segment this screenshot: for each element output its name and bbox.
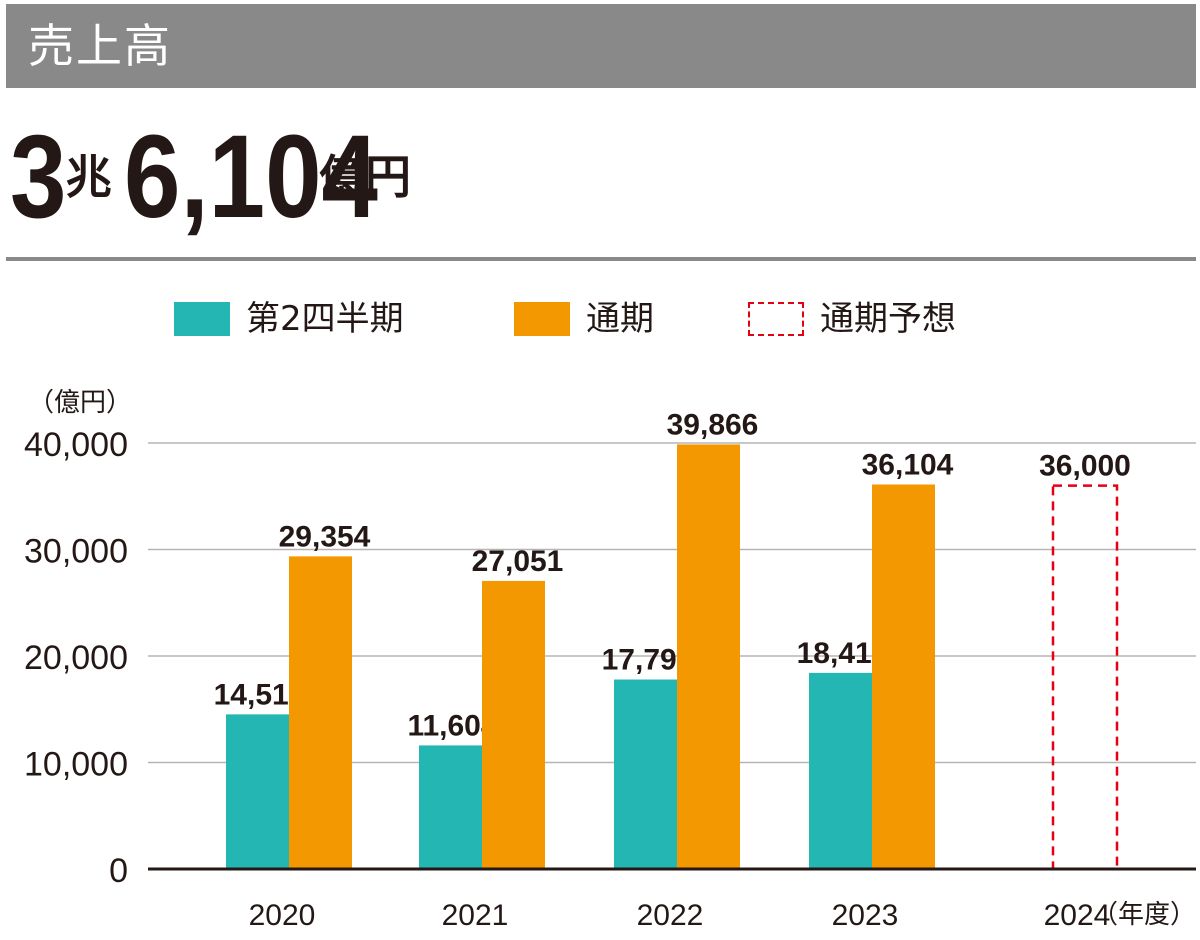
headline-unit-oku-yen: 億円 [318, 150, 411, 204]
headline-figure: 3兆 6,104億円 [10, 112, 411, 242]
legend-label-forecast: 通期予想 [820, 299, 956, 339]
bar-q2-2021 [419, 745, 482, 869]
bar-full-2021 [482, 580, 545, 869]
x-tick-label-2020: 2020 [249, 899, 316, 932]
y-tick-label: 40,000 [24, 426, 128, 464]
data-label-forecast-2024: 36,000 [1039, 450, 1131, 483]
bar-full-2023 [872, 484, 935, 869]
data-label-full-2020: 29,354 [279, 520, 371, 553]
legend-label-q2: 第2四半期 [246, 299, 404, 339]
x-tick-label-2022: 2022 [637, 899, 704, 932]
headline-trillions: 3 [10, 111, 67, 243]
bar-q2-2023 [809, 672, 872, 869]
header-bar: 売上高 [6, 4, 1196, 88]
divider-rule [6, 257, 1196, 261]
data-label-full-2021: 27,051 [472, 545, 564, 578]
bar-q2-2022 [614, 679, 677, 869]
bar-forecast-2024 [1051, 484, 1119, 871]
y-tick-label: 10,000 [24, 746, 128, 784]
headline-unit-trillion: 兆 [65, 150, 112, 204]
y-tick-label: 20,000 [24, 639, 128, 677]
x-tick-label-2021: 2021 [442, 899, 509, 932]
legend-swatch-q2 [174, 302, 230, 336]
x-unit-label: （年度） [1092, 900, 1196, 930]
y-tick-label: 0 [109, 852, 128, 890]
data-label-full-2022: 39,866 [667, 408, 759, 441]
bar-full-2022 [677, 444, 740, 869]
y-unit-label: （億円） [28, 388, 132, 418]
legend-swatch-full [514, 302, 570, 336]
legend-label-full: 通期 [586, 299, 654, 339]
headline-billions: 6,104 [123, 111, 378, 243]
data-label-full-2023: 36,104 [862, 448, 954, 481]
page-title: 売上高 [28, 19, 172, 73]
x-tick-label-2023: 2023 [832, 899, 899, 932]
bar-full-2020 [289, 556, 352, 869]
legend-swatch-forecast [748, 302, 804, 336]
y-tick-label: 30,000 [24, 533, 128, 571]
bar-q2-2020 [226, 714, 289, 869]
x-tick-label-2024: 2024 [1044, 899, 1111, 932]
